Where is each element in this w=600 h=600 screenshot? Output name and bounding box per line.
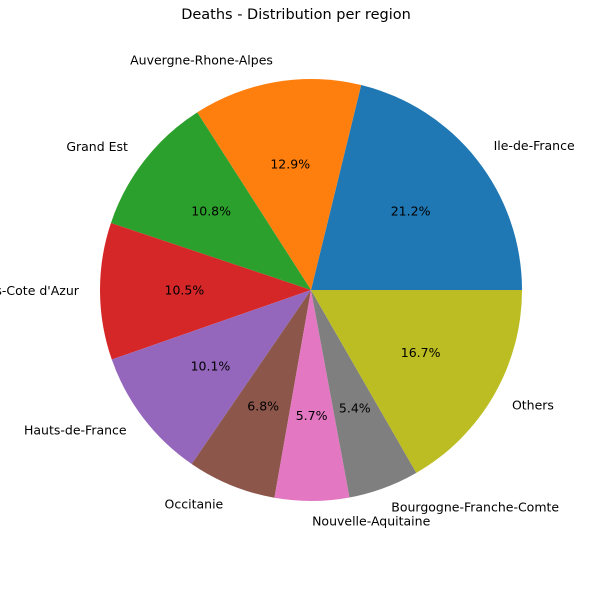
percent-label-hauts-de-france: 10.1% bbox=[191, 358, 231, 373]
category-label-others: Others bbox=[512, 398, 554, 413]
percent-label-bourgogne-franche-comte: 5.4% bbox=[339, 400, 371, 415]
pie-slice-ile-de-france bbox=[311, 85, 522, 290]
pie-slice-grand-est bbox=[110, 112, 312, 290]
category-label-provence-alpes-cote-d-azur: Provence-Alpes-Cote d'Azur bbox=[0, 283, 80, 298]
percent-label-others: 16.7% bbox=[401, 345, 441, 360]
percent-labels: 21.2% 12.9% 10.8% 10.5% 10.1% 6.8% 5.7% 5.4% 16.… bbox=[165, 157, 441, 423]
percent-label-grand-est: 10.8% bbox=[191, 204, 231, 219]
pie-slice-auvergne-rhone-alpes bbox=[197, 78, 362, 290]
pie-slice-bourgogne-franche-comte bbox=[311, 290, 417, 498]
category-label-grand-est: Grand Est bbox=[66, 139, 128, 154]
category-label-auvergne-rhone-alpes: Auvergne-Rhone-Alpes bbox=[130, 53, 273, 68]
category-label-ile-de-france: Ile-de-France bbox=[494, 138, 575, 153]
percent-label-nouvelle-aquitaine: 5.7% bbox=[296, 408, 328, 423]
category-labels: Ile-de-France Auvergne-Rhone-Alpes Grand E… bbox=[0, 53, 575, 529]
pie-slices bbox=[100, 78, 522, 501]
percent-label-auvergne-rhone-alpes: 12.9% bbox=[270, 157, 310, 172]
category-label-hauts-de-france: Hauts-de-France bbox=[24, 422, 127, 437]
pie-slice-hauts-de-france bbox=[111, 290, 311, 465]
percent-label-ile-de-france: 21.2% bbox=[391, 203, 431, 218]
pie-slice-nouvelle-aquitaine bbox=[274, 290, 350, 501]
category-label-nouvelle-aquitaine: Nouvelle-Aquitaine bbox=[312, 514, 430, 529]
pie-slice-occitanie bbox=[191, 290, 311, 498]
pie-slice-provence-alpes-cote-d-azur bbox=[100, 222, 311, 360]
pie-slice-others bbox=[311, 290, 522, 473]
category-label-occitanie: Occitanie bbox=[165, 496, 224, 511]
category-label-bourgogne-franche-comte: Bourgogne-Franche-Comte bbox=[391, 499, 559, 514]
chart-title: Deaths - Distribution per region bbox=[181, 7, 411, 23]
percent-label-occitanie: 6.8% bbox=[247, 399, 279, 414]
percent-label-provence-alpes-cote-d-azur: 10.5% bbox=[165, 282, 205, 297]
